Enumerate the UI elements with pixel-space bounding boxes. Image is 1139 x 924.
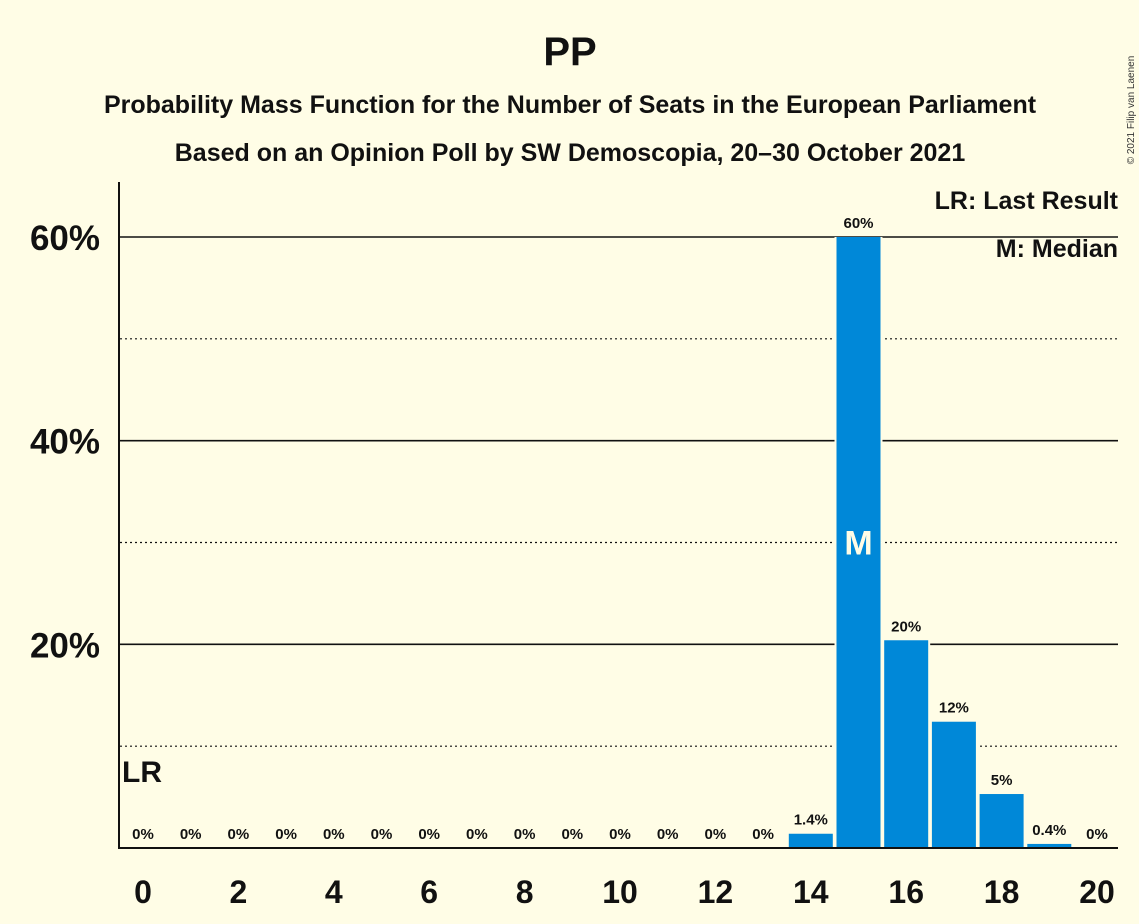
x-tick-label: 20 [1079, 874, 1115, 910]
bar-value-label: 0% [323, 826, 345, 843]
chart-subtitle-2: Based on an Opinion Poll by SW Demoscopi… [175, 139, 966, 167]
bar-value-label: 0% [752, 826, 774, 843]
bar-value-label: 0% [466, 826, 488, 843]
bar [836, 237, 881, 848]
bar-value-label: 12% [939, 700, 969, 717]
bar-value-label: 0% [609, 826, 631, 843]
x-tick-label: 2 [230, 874, 248, 910]
bar-value-label: 1.4% [794, 812, 828, 829]
bar-value-label: 0% [1086, 826, 1108, 843]
legend-last-result: LR: Last Result [935, 187, 1119, 215]
bar-value-label: 0% [132, 826, 154, 843]
last-result-marker: LR [122, 756, 162, 789]
x-tick-label: 8 [516, 874, 534, 910]
x-tick-label: 14 [793, 874, 829, 910]
bar-value-label: 0.4% [1032, 822, 1066, 839]
x-tick-label: 18 [984, 874, 1020, 910]
median-marker: M [844, 525, 872, 563]
y-tick-label: 40% [30, 423, 100, 462]
chart-title: PP [543, 30, 596, 74]
x-tick-label: 16 [888, 874, 924, 910]
chart-subtitle-1: Probability Mass Function for the Number… [104, 91, 1037, 119]
bar-value-label: 0% [705, 826, 727, 843]
bar-value-label: 5% [991, 772, 1013, 789]
bar-value-label: 0% [561, 826, 583, 843]
y-axis-labels: 20% 40% 60% [30, 219, 100, 665]
legend-median: M: Median [996, 235, 1118, 263]
bar-value-label: 0% [180, 826, 202, 843]
bar [979, 794, 1024, 848]
x-tick-label: 12 [698, 874, 734, 910]
bar-value-labels: 0% 0% 0% 0% 0% 0% 0% 0% 0% 0% 0% 0% 0% 0% 1.4% 60% 20% 12… [132, 215, 1108, 843]
y-tick-label: 60% [30, 219, 100, 258]
bars [788, 237, 1072, 848]
x-tick-label: 10 [602, 874, 638, 910]
bar [1027, 843, 1072, 848]
bar [788, 833, 833, 848]
bar [884, 640, 929, 848]
x-tick-label: 4 [325, 874, 343, 910]
y-tick-label: 20% [30, 626, 100, 665]
bar-value-label: 0% [657, 826, 679, 843]
x-tick-label: 0 [134, 874, 152, 910]
bar-value-label: 0% [418, 826, 440, 843]
x-tick-label: 6 [420, 874, 438, 910]
x-axis-labels: 0 2 4 6 8 10 12 14 16 18 20 [134, 874, 1115, 910]
copyright-notice: © 2021 Filip van Laenen [1126, 56, 1137, 165]
bar-value-label: 60% [843, 215, 873, 232]
bar-value-label: 0% [275, 826, 297, 843]
bar-value-label: 0% [514, 826, 536, 843]
bar-value-label: 0% [371, 826, 393, 843]
bar-value-label: 20% [891, 618, 921, 635]
bar [931, 721, 976, 848]
bar-value-label: 0% [228, 826, 250, 843]
